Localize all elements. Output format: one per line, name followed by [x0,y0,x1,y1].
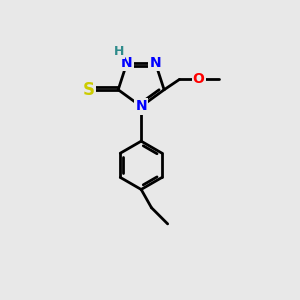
Text: N: N [135,99,147,113]
Text: N: N [149,56,161,70]
Text: H: H [113,45,124,58]
Text: N: N [121,56,133,70]
Text: O: O [193,72,205,86]
Text: S: S [83,81,95,99]
